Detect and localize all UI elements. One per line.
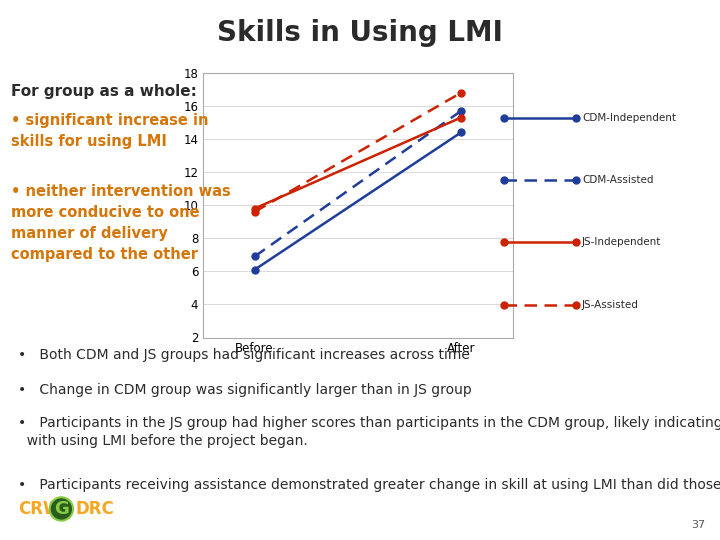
Text: •   Change in CDM group was significantly larger than in JS group: • Change in CDM group was significantly … bbox=[18, 383, 472, 397]
Text: •   Participants in the JS group had higher scores than participants in the CDM : • Participants in the JS group had highe… bbox=[18, 416, 720, 448]
Text: •   Participants receiving assistance demonstrated greater change in skill at us: • Participants receiving assistance demo… bbox=[18, 478, 720, 492]
Text: 37: 37 bbox=[691, 520, 706, 530]
Text: CRW: CRW bbox=[19, 500, 62, 518]
Text: •   Both CDM and JS groups had significant increases across time: • Both CDM and JS groups had significant… bbox=[18, 348, 470, 362]
Text: JS-Independent: JS-Independent bbox=[582, 238, 662, 247]
Text: Skills in Using LMI: Skills in Using LMI bbox=[217, 19, 503, 47]
Text: JS-Assisted: JS-Assisted bbox=[582, 300, 639, 309]
Text: DRC: DRC bbox=[76, 500, 114, 518]
Text: CDM-Assisted: CDM-Assisted bbox=[582, 176, 654, 185]
Text: • neither intervention was
more conducive to one
manner of delivery
compared to : • neither intervention was more conduciv… bbox=[11, 184, 230, 261]
Text: G: G bbox=[54, 500, 69, 518]
Text: CDM-Independent: CDM-Independent bbox=[582, 113, 676, 123]
Text: For group as a whole:: For group as a whole: bbox=[11, 84, 197, 99]
Text: • significant increase in
skills for using LMI: • significant increase in skills for usi… bbox=[11, 113, 208, 150]
